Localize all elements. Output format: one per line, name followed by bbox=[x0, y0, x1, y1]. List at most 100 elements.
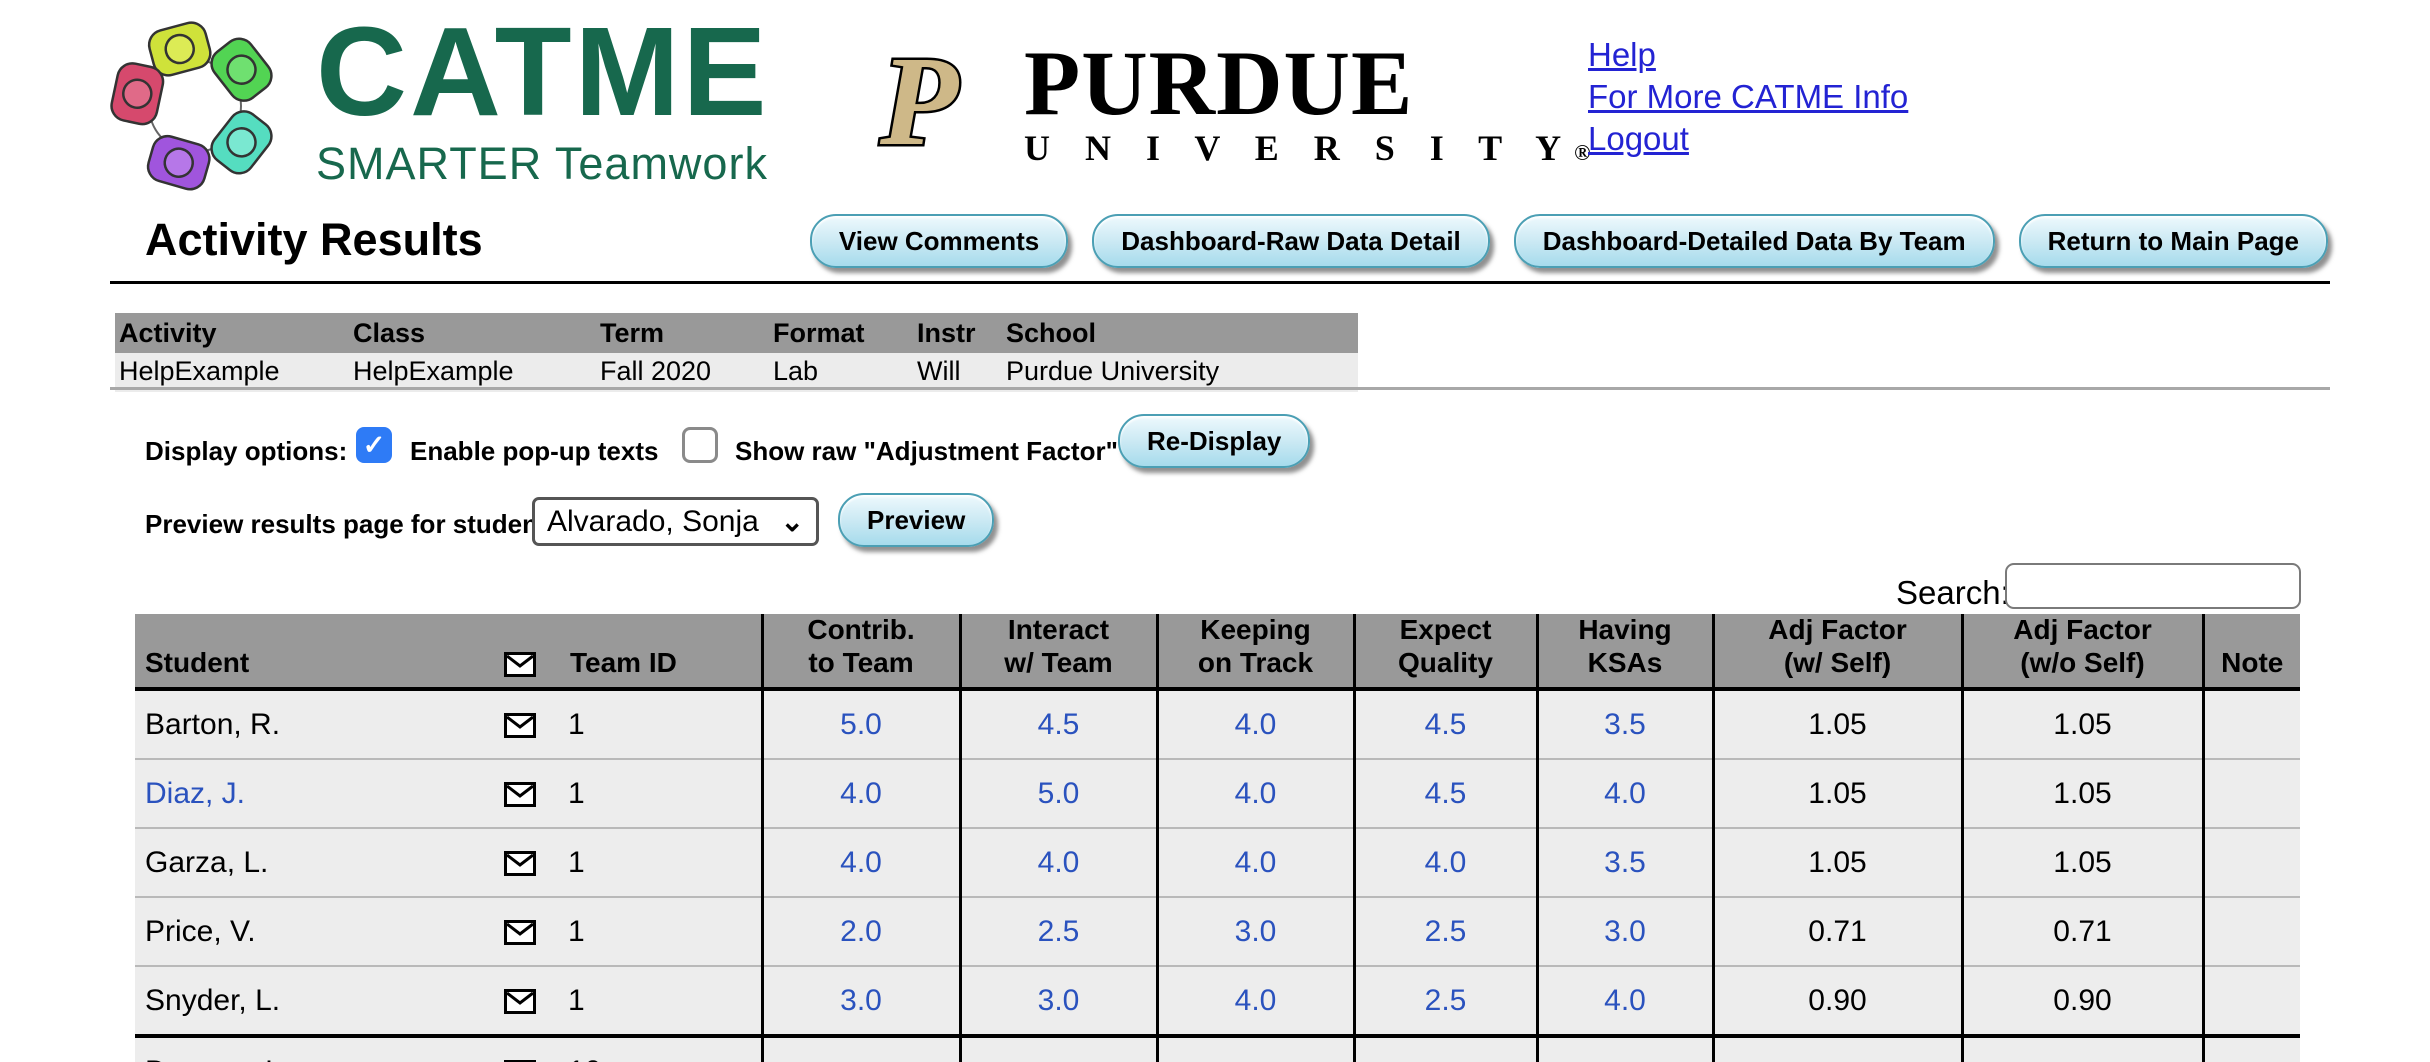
info-class-value: HelpExample bbox=[349, 353, 596, 392]
score-keeping[interactable]: 3.0 bbox=[1155, 896, 1354, 966]
score-contrib[interactable]: 4.0 bbox=[760, 758, 960, 828]
table-row: Barton, R. 1 5.0 4.5 4.0 4.5 3.5 1.05 1.… bbox=[135, 689, 2300, 759]
email-cell[interactable] bbox=[480, 896, 560, 966]
team-id: 1 bbox=[560, 896, 762, 966]
score-contrib[interactable]: 5.0 bbox=[760, 689, 960, 759]
view-comments-button[interactable]: View Comments bbox=[809, 214, 1069, 268]
help-link[interactable]: Help bbox=[1588, 36, 1656, 73]
show-raw-adjustment-label: Show raw "Adjustment Factor" bbox=[735, 436, 1118, 466]
score-interact[interactable]: 3.0 bbox=[958, 965, 1157, 1036]
score-expect[interactable] bbox=[1352, 1034, 1537, 1062]
col-header-contrib[interactable]: Contrib. to Team bbox=[760, 614, 960, 691]
score-ksas[interactable]: 3.5 bbox=[1535, 827, 1713, 897]
note-cell bbox=[2201, 1034, 2300, 1062]
adj-factor-w-self: 1.05 bbox=[1711, 689, 1962, 759]
col-header-email[interactable] bbox=[480, 614, 560, 691]
logout-link[interactable]: Logout bbox=[1588, 120, 1689, 157]
dashboard-raw-data-button[interactable]: Dashboard-Raw Data Detail bbox=[1092, 214, 1490, 268]
note-cell bbox=[2201, 758, 2300, 828]
checkmark-icon: ✓ bbox=[362, 429, 386, 460]
student-name: Barton, R. bbox=[135, 689, 480, 759]
divider-middle bbox=[110, 387, 2330, 390]
email-icon bbox=[504, 782, 536, 808]
redisplay-button[interactable]: Re-Display bbox=[1118, 414, 1311, 468]
adj-factor-w-self: 1.05 bbox=[1711, 827, 1962, 897]
score-ksas[interactable]: 4.0 bbox=[1535, 965, 1713, 1036]
return-main-page-button[interactable]: Return to Main Page bbox=[2018, 214, 2328, 268]
score-expect[interactable]: 4.0 bbox=[1352, 827, 1537, 897]
chevron-down-icon: ⌄ bbox=[780, 506, 804, 537]
score-contrib[interactable]: 2.0 bbox=[760, 896, 960, 966]
col-header-adj-w-self[interactable]: Adj Factor (w/ Self) bbox=[1711, 614, 1962, 691]
info-term-value: Fall 2020 bbox=[596, 353, 769, 392]
score-expect[interactable]: 2.5 bbox=[1352, 965, 1537, 1036]
score-interact[interactable] bbox=[958, 1034, 1157, 1062]
purdue-university-text: U N I V E R S I T Y bbox=[1024, 128, 1575, 169]
email-icon bbox=[504, 920, 536, 946]
email-icon bbox=[504, 851, 536, 877]
score-ksas[interactable] bbox=[1535, 1034, 1713, 1062]
col-header-note[interactable]: Note bbox=[2201, 614, 2300, 691]
score-contrib[interactable]: 3.0 bbox=[760, 965, 960, 1036]
score-interact[interactable]: 4.0 bbox=[958, 827, 1157, 897]
preview-button[interactable]: Preview bbox=[838, 493, 995, 547]
col-header-expect[interactable]: Expect Quality bbox=[1352, 614, 1537, 691]
score-keeping[interactable]: 4.0 bbox=[1155, 827, 1354, 897]
divider-top bbox=[110, 281, 2330, 284]
info-school-value: Purdue University bbox=[1002, 353, 1358, 392]
adj-factor-w-self: 1.05 bbox=[1711, 758, 1962, 828]
enable-popup-checkbox[interactable]: ✓ bbox=[356, 427, 392, 463]
student-name-cell: Diaz, J. bbox=[135, 758, 480, 828]
team-id: 10 bbox=[560, 1034, 762, 1062]
score-expect[interactable]: 2.5 bbox=[1352, 896, 1537, 966]
email-cell[interactable] bbox=[480, 758, 560, 828]
student-name-link[interactable]: Diaz, J. bbox=[145, 776, 246, 810]
info-format-value: Lab bbox=[769, 353, 913, 392]
email-cell[interactable] bbox=[480, 689, 560, 759]
score-contrib[interactable] bbox=[760, 1034, 960, 1062]
col-header-team-id[interactable]: Team ID bbox=[560, 614, 762, 691]
col-header-ksas[interactable]: Having KSAs bbox=[1535, 614, 1713, 691]
score-expect[interactable]: 4.5 bbox=[1352, 758, 1537, 828]
score-ksas[interactable]: 3.5 bbox=[1535, 689, 1713, 759]
activity-info-table: Activity Class Term Format Instr School … bbox=[115, 313, 1358, 392]
score-interact[interactable]: 5.0 bbox=[958, 758, 1157, 828]
score-ksas[interactable]: 4.0 bbox=[1535, 758, 1713, 828]
email-cell[interactable] bbox=[480, 827, 560, 897]
table-row: Duncan, L. 10 bbox=[135, 1034, 2300, 1062]
info-instr-value: Will bbox=[913, 353, 1002, 392]
score-expect[interactable]: 4.5 bbox=[1352, 689, 1537, 759]
show-raw-adjustment-checkbox[interactable] bbox=[682, 427, 718, 463]
adj-factor-w-self: 0.90 bbox=[1711, 965, 1962, 1036]
student-select[interactable]: Alvarado, Sonja ⌄ bbox=[532, 497, 819, 546]
table-row: Snyder, L. 1 3.0 3.0 4.0 2.5 4.0 0.90 0.… bbox=[135, 965, 2300, 1036]
preview-student-label: Preview results page for student: bbox=[145, 509, 556, 539]
col-header-interact[interactable]: Interact w/ Team bbox=[958, 614, 1157, 691]
score-keeping[interactable]: 4.0 bbox=[1155, 758, 1354, 828]
col-header-student[interactable]: Student bbox=[135, 614, 480, 691]
team-id: 1 bbox=[560, 758, 762, 828]
score-ksas[interactable]: 3.0 bbox=[1535, 896, 1713, 966]
more-catme-info-link[interactable]: For More CATME Info bbox=[1588, 78, 1909, 115]
score-keeping[interactable]: 4.0 bbox=[1155, 689, 1354, 759]
score-keeping[interactable]: 4.0 bbox=[1155, 965, 1354, 1036]
table-row: Diaz, J. 1 4.0 5.0 4.0 4.5 4.0 1.05 1.05 bbox=[135, 758, 2300, 828]
info-header-school: School bbox=[1002, 313, 1358, 353]
info-header-instr: Instr bbox=[913, 313, 1002, 353]
adj-factor-wo-self: 1.05 bbox=[1960, 689, 2203, 759]
col-header-keeping[interactable]: Keeping on Track bbox=[1155, 614, 1354, 691]
score-interact[interactable]: 2.5 bbox=[958, 896, 1157, 966]
score-keeping[interactable] bbox=[1155, 1034, 1354, 1062]
search-input[interactable] bbox=[2005, 563, 2301, 609]
email-cell[interactable] bbox=[480, 965, 560, 1036]
catme-logo: CATME SMARTER Teamwork bbox=[102, 9, 770, 196]
col-header-adj-wo-self[interactable]: Adj Factor (w/o Self) bbox=[1960, 614, 2203, 691]
purdue-wordmark: PURDUE bbox=[1024, 32, 1414, 134]
info-header-class: Class bbox=[349, 313, 596, 353]
email-cell[interactable] bbox=[480, 1034, 560, 1062]
score-contrib[interactable]: 4.0 bbox=[760, 827, 960, 897]
score-interact[interactable]: 4.5 bbox=[958, 689, 1157, 759]
toolbar: View Comments Dashboard-Raw Data Detail … bbox=[809, 214, 2328, 268]
dashboard-detailed-data-button[interactable]: Dashboard-Detailed Data By Team bbox=[1513, 214, 1995, 268]
